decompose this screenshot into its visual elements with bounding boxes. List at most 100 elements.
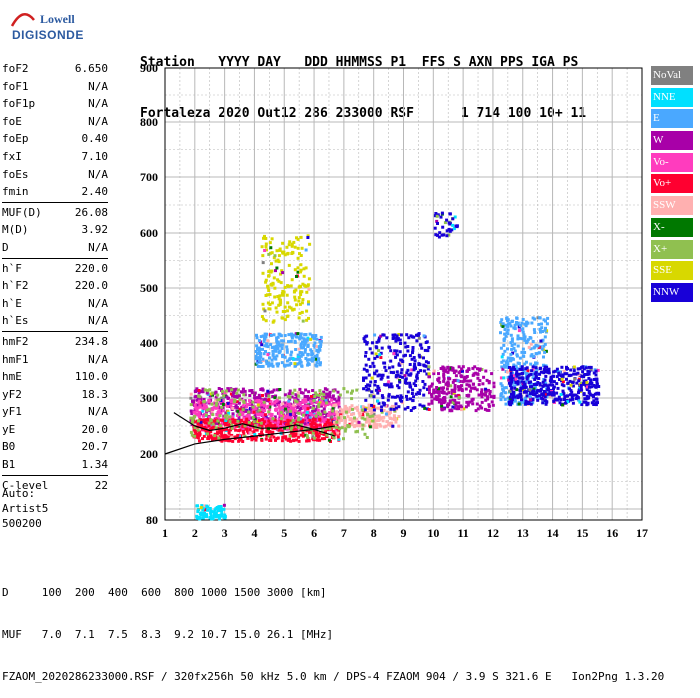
echo-point	[568, 379, 572, 383]
echo-point	[263, 234, 266, 238]
echo-point	[275, 266, 279, 270]
echo-point	[404, 381, 407, 385]
echo-point	[258, 423, 262, 427]
echo-point	[381, 401, 385, 405]
echo-point	[460, 384, 463, 388]
echo-point	[195, 435, 199, 439]
echo-point	[525, 402, 529, 405]
echo-point	[506, 375, 510, 379]
echo-point	[568, 373, 571, 377]
echo-point	[511, 389, 515, 393]
echo-point	[277, 404, 281, 408]
echo-point	[238, 397, 242, 401]
echo-point	[460, 408, 463, 412]
echo-point	[423, 382, 427, 386]
echo-point	[312, 429, 316, 432]
echo-point	[250, 407, 254, 411]
echo-point	[271, 364, 275, 368]
echo-point	[281, 289, 285, 293]
echo-point	[365, 341, 369, 345]
echo-point	[580, 365, 584, 369]
echo-point	[217, 387, 221, 390]
echo-point	[501, 322, 505, 326]
echo-point	[202, 400, 206, 403]
echo-point	[470, 399, 474, 403]
echo-point	[427, 365, 431, 369]
echo-point	[378, 407, 382, 411]
echo-point	[271, 426, 275, 429]
echo-point	[319, 345, 322, 348]
echo-point	[325, 403, 329, 406]
echo-point	[296, 357, 300, 361]
echo-point	[287, 402, 291, 406]
echo-point	[223, 423, 227, 427]
echo-point	[566, 394, 569, 398]
echo-point	[339, 419, 343, 422]
echo-point	[585, 381, 589, 385]
echo-point	[549, 380, 553, 384]
echo-point	[439, 386, 443, 390]
echo-point	[509, 341, 513, 345]
echo-point	[373, 380, 377, 383]
echo-point	[510, 386, 514, 390]
echo-point	[437, 372, 440, 376]
echo-point	[532, 387, 536, 391]
echo-point	[559, 393, 563, 396]
echo-point	[214, 426, 218, 430]
echo-point	[264, 359, 268, 363]
echo-point	[586, 382, 590, 386]
echo-point	[198, 512, 202, 516]
echo-point	[254, 357, 258, 361]
echo-point	[395, 349, 399, 353]
echo-point	[252, 410, 256, 414]
echo-point	[335, 420, 339, 424]
echo-point	[261, 418, 265, 422]
echo-point	[416, 370, 420, 374]
echo-point	[445, 387, 449, 391]
echo-point	[595, 401, 598, 405]
echo-point	[392, 414, 396, 418]
echo-point	[574, 397, 578, 401]
y-tick-label: 800	[140, 115, 158, 129]
echo-point	[422, 393, 426, 397]
echo-point	[388, 385, 391, 389]
echo-point	[260, 387, 264, 391]
echo-point	[283, 334, 287, 337]
echo-point	[227, 389, 231, 393]
echo-point	[395, 334, 399, 338]
echo-point	[370, 351, 374, 355]
echo-point	[269, 423, 273, 427]
echo-point	[308, 242, 312, 246]
echo-point	[551, 374, 555, 378]
trace-profile-lower	[164, 425, 335, 455]
echo-point	[520, 386, 524, 390]
echo-point	[546, 384, 550, 388]
echo-point	[279, 334, 283, 338]
echo-point	[562, 384, 566, 388]
echo-point	[529, 347, 533, 351]
echo-point	[592, 371, 596, 375]
echo-point	[324, 396, 327, 400]
echo-point	[233, 398, 237, 402]
echo-point	[278, 406, 282, 410]
echo-point	[396, 384, 400, 388]
echo-point	[281, 316, 285, 320]
echo-point	[510, 380, 514, 383]
echo-point	[565, 372, 569, 376]
echo-point	[229, 399, 233, 402]
echo-point	[255, 411, 259, 415]
echo-point	[213, 514, 217, 518]
echo-point	[597, 385, 601, 388]
echo-point	[233, 395, 237, 398]
echo-point	[245, 403, 249, 406]
echo-point	[250, 391, 254, 394]
param-value: N/A	[88, 79, 108, 93]
echo-point	[306, 407, 310, 411]
echo-point	[524, 396, 528, 400]
echo-point	[329, 413, 333, 417]
echo-point	[541, 384, 545, 388]
ionogram-chart: 1 2 3 4 5 6 7 8 9 10 11 12 13 14 15 16 17802003004005006…	[140, 61, 648, 540]
echo-point	[248, 428, 252, 432]
echo-point	[400, 368, 404, 372]
echo-point	[372, 408, 376, 412]
